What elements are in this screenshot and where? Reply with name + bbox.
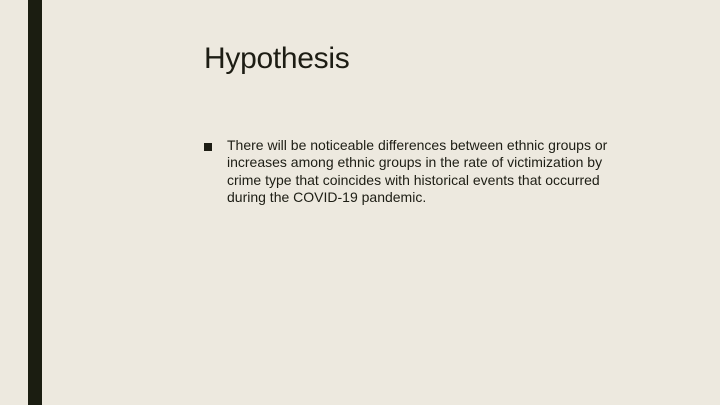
- slide-title: Hypothesis: [204, 42, 350, 75]
- square-bullet-icon: [204, 143, 212, 151]
- bullet-text: There will be noticeable differences bet…: [227, 137, 608, 205]
- accent-bar: [28, 0, 42, 405]
- bullet-list: There will be noticeable differences bet…: [204, 137, 624, 206]
- bullet-item: There will be noticeable differences bet…: [204, 137, 624, 206]
